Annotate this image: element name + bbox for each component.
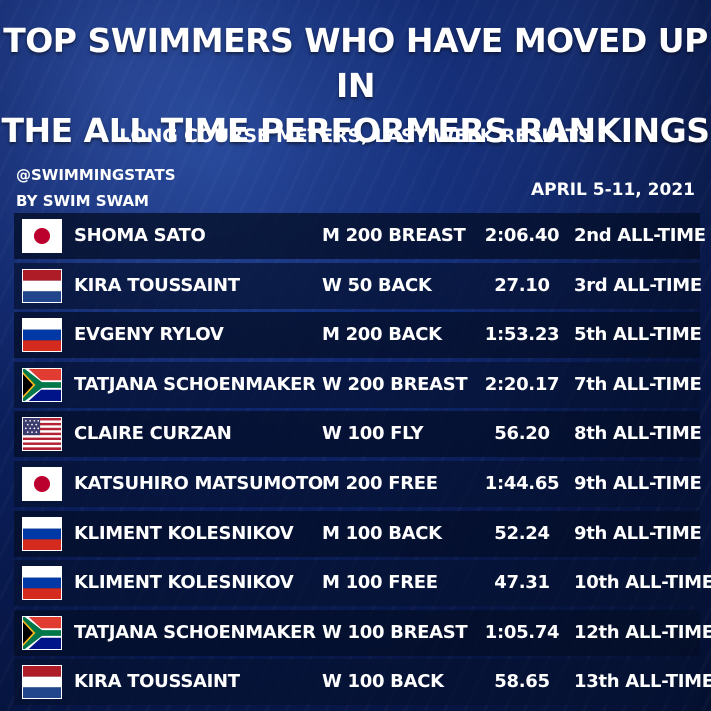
title-line-1: TOP SWIMMERS WHO HAVE MOVED UP IN — [3, 21, 708, 105]
all-time-rank: 9th ALL-TIME — [574, 522, 702, 544]
swimmer-name: CLAIRE CURZAN — [74, 423, 232, 445]
all-time-rank: 5th ALL-TIME — [574, 324, 702, 346]
event-name: M 100 FREE — [322, 572, 438, 594]
all-time-rank: 12th ALL-TIME — [574, 621, 711, 643]
event-name: W 100 FLY — [322, 423, 424, 445]
swim-time: 58.65 — [494, 671, 550, 693]
all-time-rank: 2nd ALL-TIME — [574, 225, 706, 246]
russia-flag — [22, 566, 62, 601]
usa-flag — [22, 417, 62, 452]
byline: BY SWIM SWAM — [16, 192, 149, 210]
south-africa-flag — [22, 615, 62, 650]
event-name: W 200 BREAST — [322, 373, 468, 395]
swim-time: 2:20.17 — [484, 373, 560, 395]
event-name: M 200 FREE — [322, 472, 438, 494]
table-row: EVGENY RYLOV M 200 BACK 1:53.23 5th ALL-TIM… — [14, 312, 702, 359]
event-name: W 100 BREAST — [322, 621, 468, 643]
swimmer-name: TATJANA SCHOENMAKER — [74, 621, 316, 643]
swimmer-name: TATJANA SCHOENMAKER — [74, 373, 316, 395]
netherlands-flag — [22, 665, 62, 700]
japan-flag — [22, 466, 62, 501]
all-time-rank: 10th ALL-TIME — [574, 572, 711, 594]
table-row: KIRA TOUSSAINT W 100 BACK 58.65 13th ALL-TI… — [14, 659, 711, 706]
title-line-2: THE ALL TIME PERFORMERS RANKINGS — [1, 111, 711, 150]
swim-time: 2:06.40 — [484, 225, 560, 246]
event-name: M 100 BACK — [322, 522, 442, 544]
swim-time: 1:05.74 — [484, 621, 560, 643]
table-row: TATJANA SCHOENMAKER W 100 BREAST 1:05.74 12… — [14, 609, 711, 656]
japan-flag — [22, 219, 62, 253]
subtitle: LONG COURSE METERS, LAST WEEK RESULTS — [119, 125, 592, 147]
table-row: SHOMA SATO M 200 BREAST 2:06.40 2nd ALL-TIM… — [14, 213, 706, 259]
swimmer-name: KATSUHIRO MATSUMOTO — [74, 472, 323, 494]
all-time-rank: 7th ALL-TIME — [574, 373, 702, 395]
table-row: KLIMENT KOLESNIKOV M 100 BACK 52.24 9th ALL… — [14, 510, 702, 557]
swimmer-name: KLIMENT KOLESNIKOV — [74, 572, 294, 594]
swimmer-name: KIRA TOUSSAINT — [74, 274, 240, 296]
swim-time: 52.24 — [494, 522, 550, 544]
swimmer-name: KLIMENT KOLESNIKOV — [74, 522, 294, 544]
table-row: KIRA TOUSSAINT W 50 BACK 27.10 3rd ALL-TIME — [14, 262, 702, 309]
table-row: KLIMENT KOLESNIKOV M 100 FREE 47.31 10th AL… — [14, 560, 711, 607]
swimmer-name: KIRA TOUSSAINT — [74, 671, 240, 693]
swim-time: 1:53.23 — [484, 324, 560, 346]
swim-time: 47.31 — [494, 572, 550, 594]
russia-flag — [22, 318, 62, 353]
table-row: TATJANA SCHOENMAKER W 200 BREAST 2:20.17 7t… — [14, 361, 702, 408]
all-time-rank: 8th ALL-TIME — [574, 423, 702, 445]
all-time-rank: 9th ALL-TIME — [574, 472, 702, 494]
event-name: W 50 BACK — [322, 274, 432, 296]
netherlands-flag — [22, 268, 62, 303]
swim-time: 27.10 — [494, 274, 550, 296]
russia-flag — [22, 516, 62, 551]
swimmer-name: EVGENY RYLOV — [74, 324, 224, 346]
date-range: APRIL 5-11, 2021 — [530, 180, 695, 200]
page-title: TOP SWIMMERS WHO HAVE MOVED UP IN THE AL… — [0, 18, 711, 153]
social-handle: @SWIMMINGSTATS — [16, 166, 176, 184]
event-name: M 200 BACK — [322, 324, 442, 346]
swimmer-name: SHOMA SATO — [74, 225, 206, 246]
all-time-rank: 13th ALL-TIME — [574, 671, 711, 693]
all-time-rank: 3rd ALL-TIME — [574, 274, 702, 296]
rankings-table: SHOMA SATO M 200 BREAST 2:06.40 2nd ALL-TIM… — [14, 213, 711, 709]
table-row: CLAIRE CURZAN W 100 FLY 56.20 8th ALL-TIME — [14, 411, 702, 458]
swim-time: 1:44.65 — [484, 472, 560, 494]
event-name: M 200 BREAST — [322, 225, 466, 246]
table-row: KATSUHIRO MATSUMOTO M 200 FREE 1:44.65 9th … — [14, 460, 702, 507]
author-credit: @SWIMMINGSTATS BY SWIM SWAM — [16, 162, 176, 214]
swim-time: 56.20 — [494, 423, 550, 445]
south-africa-flag — [22, 367, 62, 402]
event-name: W 100 BACK — [322, 671, 444, 693]
